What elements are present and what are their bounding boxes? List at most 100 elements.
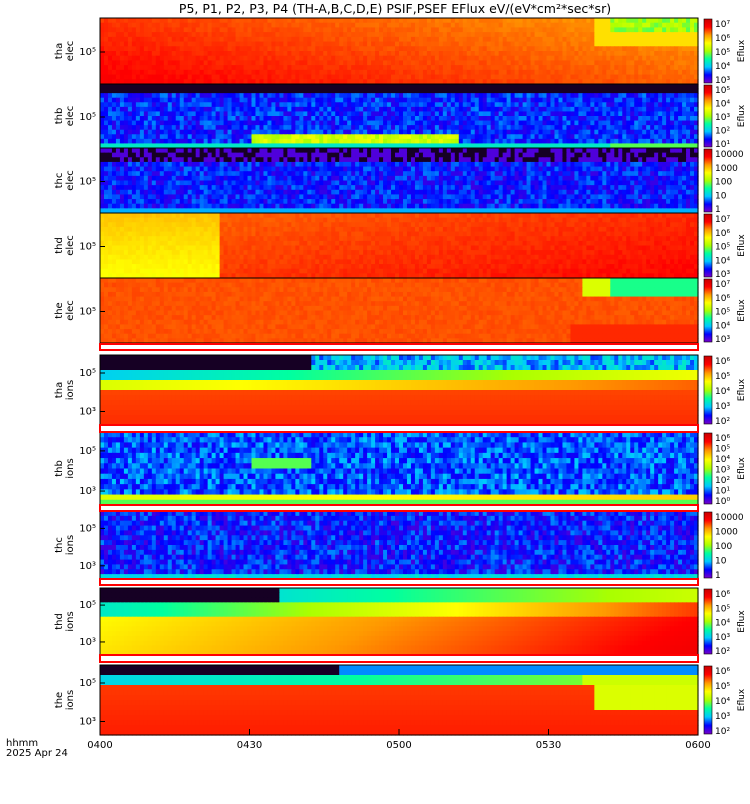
- heat-cell: [156, 75, 161, 80]
- heat-cell: [674, 121, 679, 126]
- heat-cell: [128, 121, 133, 126]
- heat-cell: [275, 75, 280, 80]
- heat-cell: [674, 23, 679, 28]
- heat-cell: [487, 56, 492, 61]
- heat-cell: [415, 42, 420, 47]
- heat-cell: [327, 121, 332, 126]
- heat-cell: [395, 116, 400, 121]
- heat-cell: [216, 37, 221, 42]
- heat-cell: [686, 153, 691, 158]
- heat-cell: [367, 102, 372, 107]
- heat-cell: [351, 65, 356, 70]
- heat-cell: [347, 51, 352, 56]
- heat-cell: [451, 134, 456, 139]
- heat-cell: [303, 56, 308, 61]
- heat-cell: [479, 102, 484, 107]
- heat-cell: [598, 157, 603, 162]
- heat-cell: [403, 84, 408, 89]
- heat-cell: [251, 46, 256, 51]
- heat-cell: [216, 107, 221, 112]
- heat-cell: [251, 75, 256, 80]
- heat-cell: [351, 134, 356, 139]
- heat-cell: [339, 37, 344, 42]
- heat-cell: [251, 56, 256, 61]
- panel-label: thbelec: [54, 106, 76, 127]
- heat-cell: [184, 65, 189, 70]
- heat-cell: [467, 18, 472, 23]
- heat-cell: [539, 65, 544, 70]
- heat-cell: [180, 51, 185, 56]
- heat-cell: [463, 148, 468, 153]
- heat-cell: [682, 116, 687, 121]
- heat-cell: [487, 23, 492, 28]
- heat-cell: [399, 125, 404, 130]
- heat-cell: [531, 93, 536, 98]
- heat-cell: [156, 51, 161, 56]
- heat-cell: [642, 42, 647, 47]
- heat-cell: [299, 162, 304, 167]
- heat-cell: [331, 42, 336, 47]
- heat-cell: [642, 130, 647, 135]
- heat-cell: [303, 84, 308, 89]
- heat-cell: [638, 139, 643, 144]
- heat-cell: [379, 125, 384, 130]
- heat-cell: [367, 18, 372, 23]
- heat-cell: [467, 84, 472, 89]
- heat-cell: [176, 84, 181, 89]
- heat-cell: [491, 60, 496, 65]
- heat-cell: [120, 134, 125, 139]
- heat-cell: [423, 134, 428, 139]
- heat-cell: [303, 139, 308, 144]
- heat-cell: [164, 157, 169, 162]
- heat-cell: [598, 51, 603, 56]
- heat-cell: [172, 75, 177, 80]
- heat-cell: [248, 18, 253, 23]
- heat-cell: [208, 139, 213, 144]
- heat-cell: [152, 89, 157, 94]
- heat-cell: [212, 60, 217, 65]
- heat-cell: [654, 89, 659, 94]
- heat-cell: [638, 125, 643, 130]
- heat-cell: [431, 42, 436, 47]
- heat-cell: [634, 111, 639, 116]
- heat-cell: [511, 107, 516, 112]
- heat-cell: [678, 70, 683, 75]
- heat-cell: [547, 75, 552, 80]
- heat-cell: [515, 93, 520, 98]
- heat-cell: [319, 98, 324, 103]
- heat-cell: [184, 116, 189, 121]
- heat-cell: [594, 42, 599, 47]
- heat-cell: [411, 32, 416, 37]
- heat-cell: [527, 111, 532, 116]
- heat-cell: [411, 27, 416, 32]
- heat-cell: [299, 84, 304, 89]
- heat-cell: [383, 51, 388, 56]
- heat-cell: [582, 121, 587, 126]
- heat-cell: [180, 162, 185, 167]
- heat-cell: [511, 111, 516, 116]
- heat-cell: [566, 107, 571, 112]
- heat-cell: [503, 93, 508, 98]
- heat-cell: [531, 167, 536, 172]
- heat-cell: [403, 46, 408, 51]
- heat-cell: [447, 157, 452, 162]
- heat-cell: [550, 27, 555, 32]
- heat-cell: [606, 23, 611, 28]
- heat-cell: [335, 60, 340, 65]
- heat-cell: [212, 121, 217, 126]
- heat-cell: [650, 125, 655, 130]
- heat-cell: [550, 162, 555, 167]
- heat-cell: [164, 75, 169, 80]
- heat-cell: [172, 139, 177, 144]
- heat-cell: [144, 93, 149, 98]
- heat-cell: [411, 65, 416, 70]
- heat-cell: [602, 65, 607, 70]
- heat-cell: [311, 65, 316, 70]
- heat-cell: [690, 27, 695, 32]
- heat-cell: [232, 107, 237, 112]
- heat-cell: [255, 93, 260, 98]
- heat-cell: [550, 121, 555, 126]
- heat-cell: [295, 102, 300, 107]
- heat-cell: [622, 157, 627, 162]
- heat-cell: [479, 60, 484, 65]
